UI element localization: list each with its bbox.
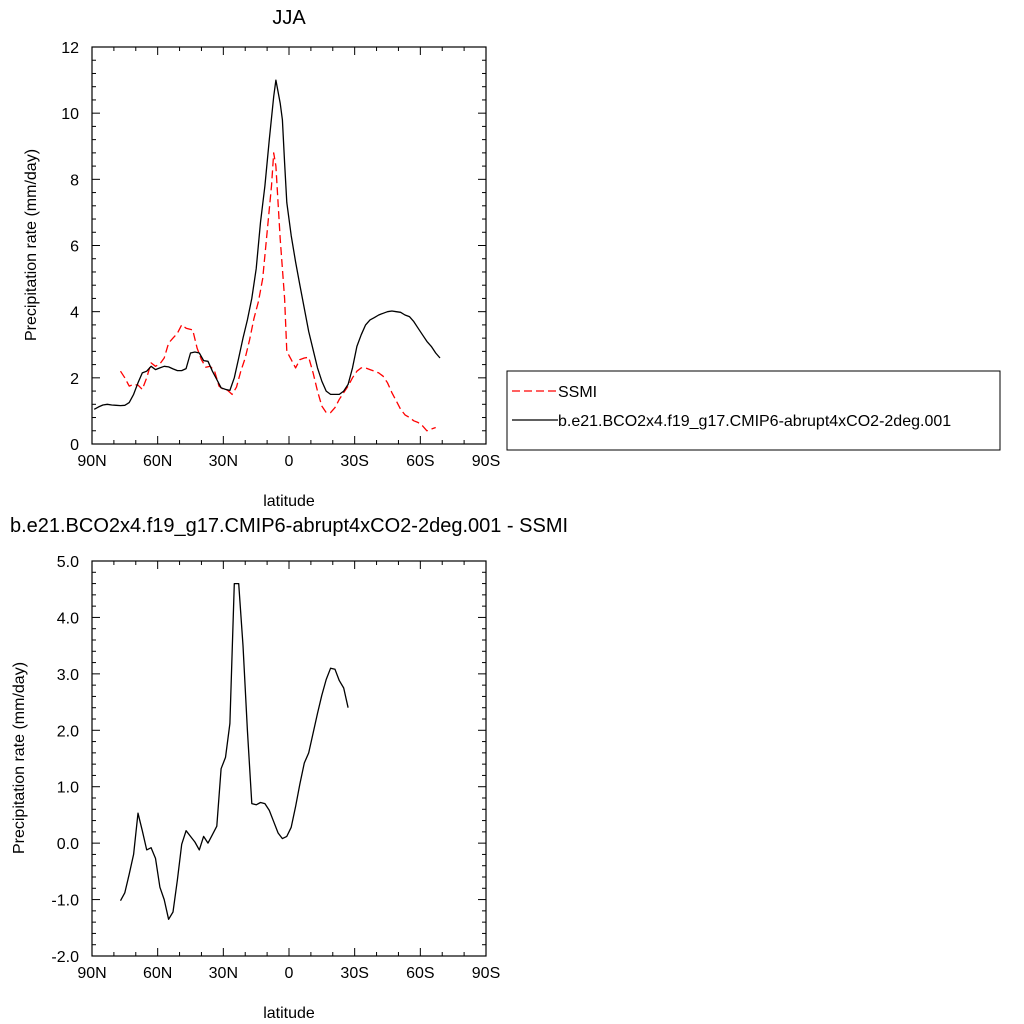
- x-tick-label: 90S: [472, 965, 500, 982]
- bottom-tick-marks: [91, 560, 487, 957]
- x-tick-label: 90N: [77, 965, 106, 982]
- legend: SSMI b.e21.BCO2x4.f19_g17.CMIP6-abrupt4x…: [506, 370, 1001, 451]
- legend-label-ssmi: SSMI: [558, 384, 597, 401]
- series-line-ssmi: [119, 152, 436, 432]
- y-tick-label: 4.0: [57, 610, 79, 627]
- legend-label-model: b.e21.BCO2x4.f19_g17.CMIP6-abrupt4xCO2-2…: [558, 413, 951, 430]
- bottom-chart: b.e21.BCO2x4.f19_g17.CMIP6-abrupt4xCO2-2…: [10, 515, 568, 1022]
- top-series-lines: [93, 79, 441, 432]
- top-x-axis-label: latitude: [263, 493, 315, 510]
- bottom-y-axis-label: Precipitation rate (mm/day): [11, 662, 28, 854]
- top-chart-title: JJA: [272, 7, 306, 29]
- top-tick-marks: [91, 46, 487, 445]
- top-chart: JJA 90N 60N 30N 0 30S 60S 90S 0 2 4 6 8 10 12 latitu…: [23, 7, 1001, 510]
- x-tick-label: 90S: [472, 453, 500, 470]
- bottom-x-axis-label: latitude: [263, 1005, 315, 1022]
- y-tick-label: 6: [70, 239, 79, 256]
- bottom-series-lines: [119, 582, 349, 920]
- bottom-y-tick-labels: -2.0 -1.0 0.0 1.0 2.0 3.0 4.0 5.0: [51, 554, 79, 966]
- series-line-model: [119, 582, 349, 920]
- bottom-chart-title: b.e21.BCO2x4.f19_g17.CMIP6-abrupt4xCO2-2…: [10, 515, 568, 537]
- x-tick-label: 0: [285, 965, 294, 982]
- y-tick-label: 4: [70, 305, 79, 322]
- y-tick-label: 2: [70, 371, 79, 388]
- y-tick-label: 2.0: [57, 723, 79, 740]
- x-tick-label: 30S: [340, 453, 368, 470]
- series-line-model: [93, 79, 441, 410]
- x-tick-label: 90N: [77, 453, 106, 470]
- x-tick-label: 30N: [209, 453, 238, 470]
- bottom-plot-frame: [91, 560, 487, 957]
- top-y-axis-label: Precipitation rate (mm/day): [23, 149, 40, 341]
- top-plot-frame: [91, 46, 487, 445]
- y-tick-label: 1.0: [57, 780, 79, 797]
- y-tick-label: 3.0: [57, 667, 79, 684]
- y-tick-label: 0: [70, 437, 79, 454]
- x-tick-label: 60S: [406, 965, 434, 982]
- x-tick-label: 60N: [143, 453, 172, 470]
- top-y-tick-labels: 0 2 4 6 8 10 12: [61, 40, 79, 454]
- x-tick-label: 60S: [406, 453, 434, 470]
- y-tick-label: 0.0: [57, 836, 79, 853]
- bottom-x-tick-labels: 90N 60N 30N 0 30S 60S 90S: [77, 965, 500, 982]
- y-tick-label: -1.0: [51, 893, 79, 910]
- top-x-tick-labels: 90N 60N 30N 0 30S 60S 90S: [77, 453, 500, 470]
- y-tick-label: 5.0: [57, 554, 79, 571]
- y-tick-label: 10: [61, 106, 79, 123]
- y-tick-label: 12: [61, 40, 79, 57]
- y-tick-label: -2.0: [51, 949, 79, 966]
- x-tick-label: 60N: [143, 965, 172, 982]
- y-tick-label: 8: [70, 172, 79, 189]
- x-tick-label: 0: [285, 453, 294, 470]
- x-tick-label: 30S: [340, 965, 368, 982]
- x-tick-label: 30N: [209, 965, 238, 982]
- legend-box: [506, 370, 1001, 451]
